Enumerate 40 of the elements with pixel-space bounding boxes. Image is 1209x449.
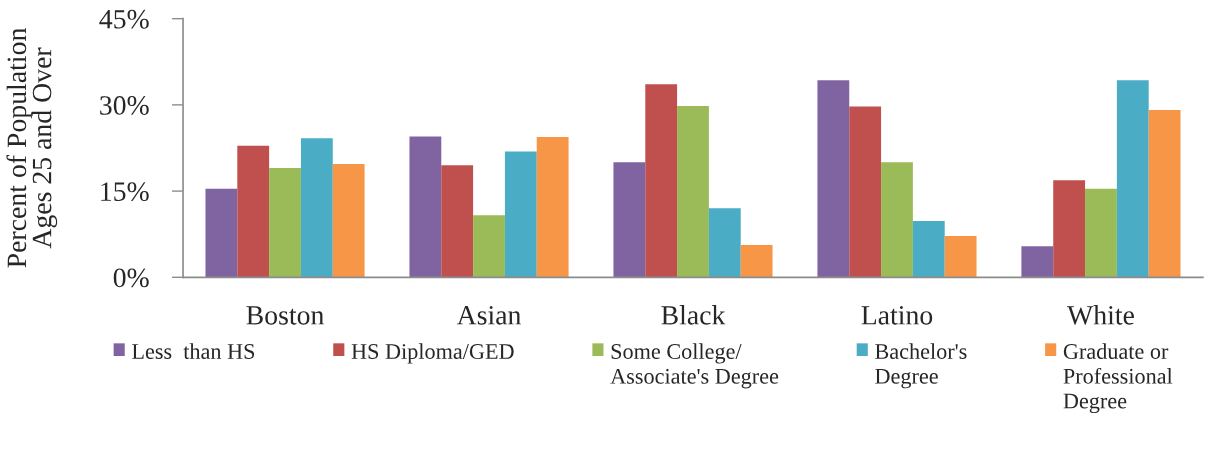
- y-tick-label: 45%: [99, 9, 149, 29]
- bar: [409, 136, 442, 278]
- bar: [1021, 246, 1054, 278]
- legend-label: Graduate or Professional Degree: [1063, 343, 1173, 414]
- bar: [441, 165, 474, 278]
- x-tick-label: Boston: [246, 306, 324, 325]
- bar: [645, 84, 678, 278]
- bar: [740, 245, 773, 278]
- x-tick-label: White: [1067, 305, 1134, 325]
- bar: [1053, 180, 1086, 278]
- legend-label: Some College/ Associate's Degree: [610, 343, 779, 389]
- y-tick-label: 0%: [113, 268, 149, 288]
- bar: [613, 162, 646, 278]
- bar: [708, 208, 741, 278]
- x-tick-label: Latino: [861, 305, 933, 325]
- bar: [332, 164, 365, 278]
- bar: [1116, 80, 1149, 278]
- bar: [817, 80, 850, 278]
- x-tick-label: Black: [661, 305, 726, 325]
- bar: [849, 106, 882, 278]
- legend-label: Bachelor's Degree: [875, 343, 967, 389]
- bar: [881, 162, 913, 278]
- bar: [536, 137, 569, 278]
- bar: [1148, 110, 1181, 278]
- bar: [205, 188, 238, 278]
- bar: [912, 220, 945, 278]
- y-axis-title: Percent of Population Ages 25 and Over: [6, 28, 58, 268]
- x-tick-label: Asian: [456, 305, 521, 325]
- bar: [473, 215, 505, 278]
- legend-label: Less than HS: [132, 343, 255, 359]
- bar: [677, 106, 709, 278]
- bar: [504, 151, 537, 278]
- y-tick-label: 15%: [101, 182, 149, 202]
- bar: [300, 138, 333, 278]
- legend-label: HS Diploma/GED: [351, 343, 514, 364]
- bar: [1085, 188, 1117, 278]
- y-tick-label: 30%: [100, 96, 149, 115]
- bar: [237, 145, 270, 278]
- bar: [944, 235, 977, 278]
- bar: [269, 168, 301, 278]
